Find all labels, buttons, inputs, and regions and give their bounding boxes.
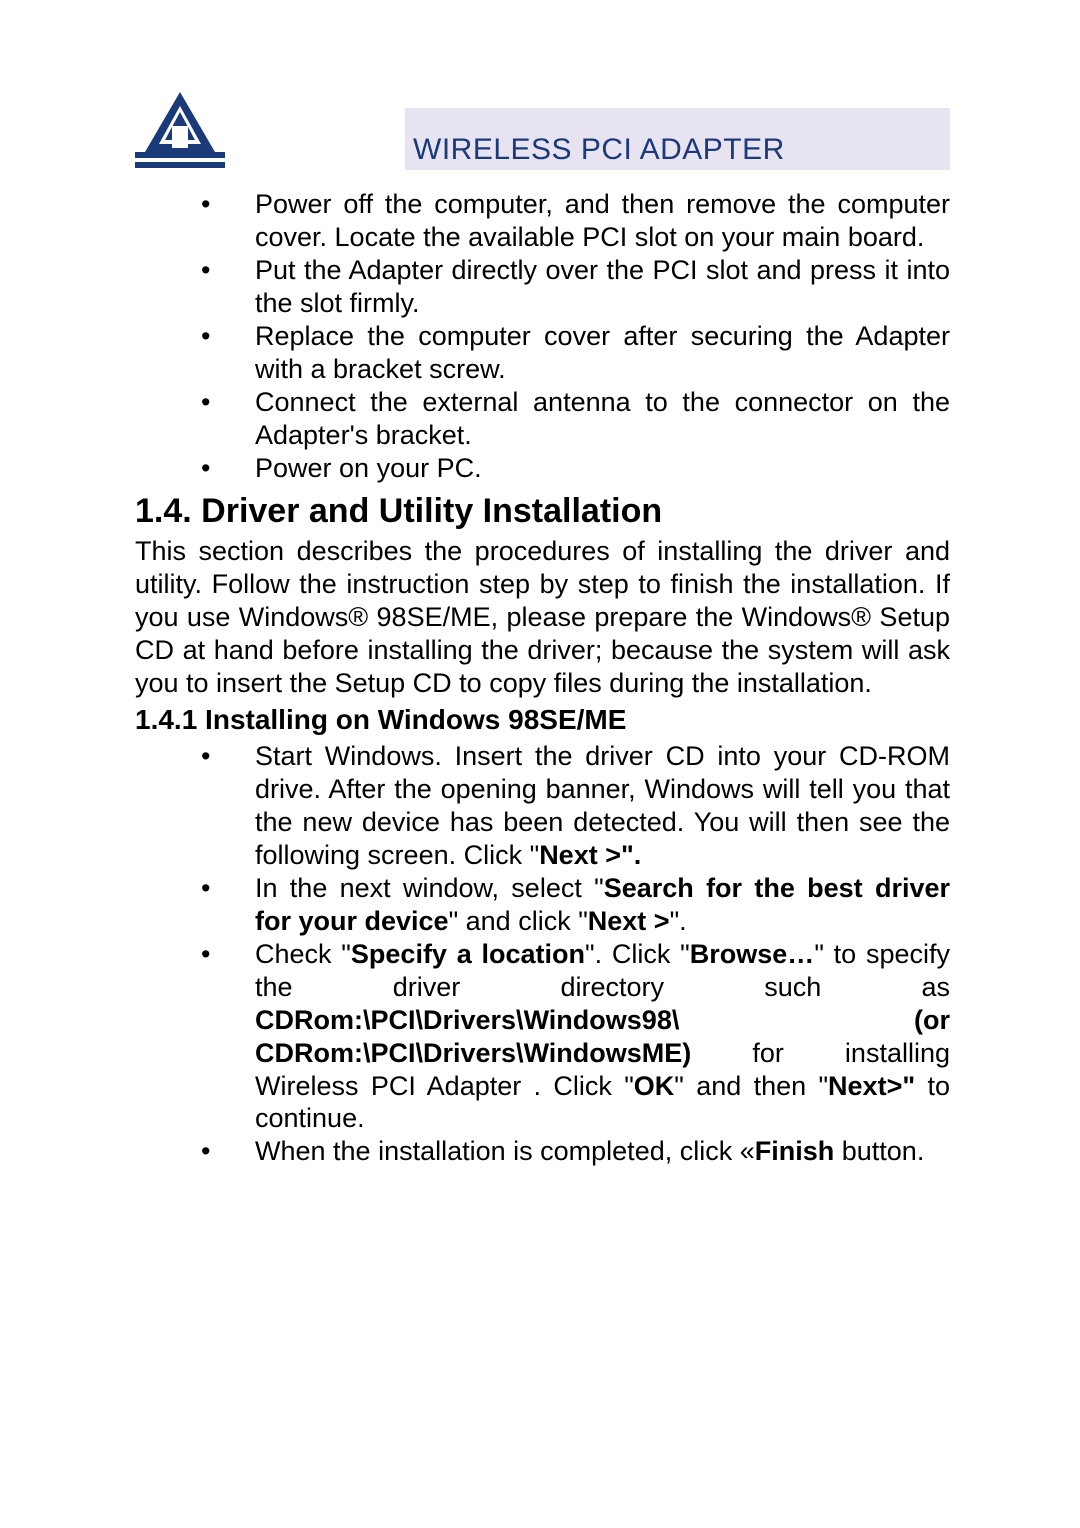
header-title: WIRELESS PCI ADAPTER (413, 133, 785, 166)
hardware-steps-list: Power off the computer, and then remove … (135, 188, 950, 484)
header-title-box: WIRELESS PCI ADAPTER (405, 108, 950, 170)
list-item: Replace the computer cover after securin… (195, 320, 950, 386)
list-item: When the installation is completed, clic… (195, 1135, 950, 1168)
list-item: Power on your PC. (195, 452, 950, 485)
install-steps-list: Start Windows. Insert the driver CD into… (135, 740, 950, 1168)
list-item: Start Windows. Insert the driver CD into… (195, 740, 950, 872)
subsection-heading-1-4-1: 1.4.1 Installing on Windows 98SE/ME (135, 704, 950, 736)
list-item: Connect the external antenna to the conn… (195, 386, 950, 452)
list-item: Power off the computer, and then remove … (195, 188, 950, 254)
header-row: WIRELESS PCI ADAPTER (135, 90, 950, 170)
list-item: Check "Specify a location". Click "Brows… (195, 938, 950, 1136)
brand-logo (135, 90, 225, 170)
section-heading-1-4: 1.4. Driver and Utility Installation (135, 492, 950, 531)
section-paragraph: This section describes the procedures of… (135, 535, 950, 700)
list-item: Put the Adapter directly over the PCI sl… (195, 254, 950, 320)
list-item: In the next window, select "Search for t… (195, 872, 950, 938)
